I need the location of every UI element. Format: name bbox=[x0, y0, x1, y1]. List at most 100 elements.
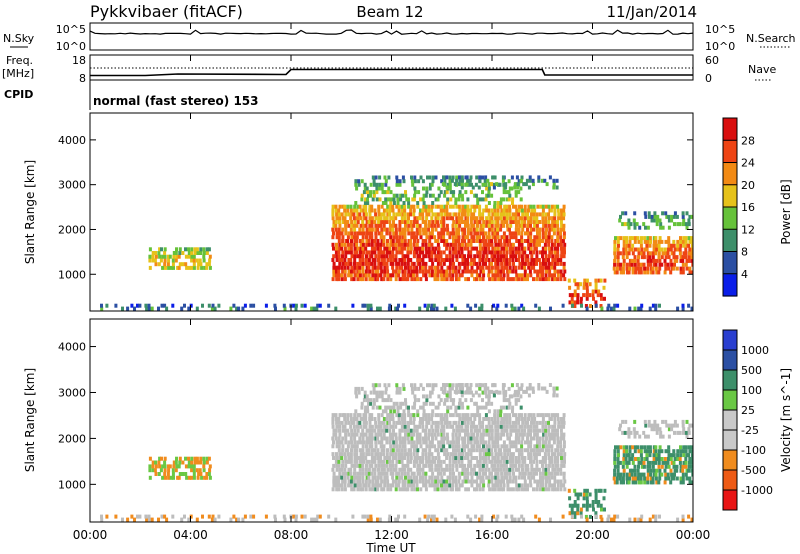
power-cell bbox=[382, 239, 386, 243]
velocity-cell bbox=[631, 445, 635, 450]
power-cell bbox=[556, 242, 560, 247]
velocity-cell bbox=[464, 479, 468, 484]
velocity-cell bbox=[178, 456, 182, 461]
power-cell bbox=[514, 265, 517, 270]
velocity-cell bbox=[638, 434, 642, 439]
velocity-cell bbox=[493, 463, 497, 468]
power-cell bbox=[511, 258, 515, 262]
velocity-cell bbox=[536, 479, 540, 484]
power-cell bbox=[643, 211, 647, 216]
power-cell bbox=[145, 306, 149, 311]
velocity-cell bbox=[526, 467, 530, 472]
power-cell bbox=[187, 247, 190, 252]
power-cell bbox=[461, 231, 465, 236]
power-cell bbox=[475, 246, 478, 251]
power-cell bbox=[490, 261, 493, 266]
freq-tick-18: 18 bbox=[72, 54, 86, 67]
velocity-cell bbox=[385, 456, 389, 460]
velocity-cell bbox=[616, 457, 620, 461]
velocity-cell bbox=[455, 428, 459, 433]
velocity-cell bbox=[395, 413, 399, 418]
power-cell bbox=[599, 304, 603, 308]
power-cell bbox=[520, 216, 524, 221]
power-cell bbox=[436, 204, 440, 209]
power-cell bbox=[428, 250, 431, 255]
velocity-cell bbox=[340, 483, 344, 488]
velocity-cell bbox=[625, 453, 629, 458]
velocity-cell bbox=[657, 457, 661, 461]
velocity-cell bbox=[418, 517, 422, 522]
power-cell bbox=[476, 254, 480, 259]
power-cell bbox=[403, 235, 407, 240]
power-cell bbox=[349, 216, 353, 221]
power-cell bbox=[478, 235, 482, 240]
power-cell bbox=[548, 227, 552, 232]
power-cell bbox=[362, 250, 365, 255]
power-cell bbox=[359, 231, 363, 236]
velocity-cell bbox=[526, 432, 530, 437]
power-cell bbox=[367, 193, 370, 198]
velocity-cell bbox=[531, 389, 535, 394]
velocity-cell bbox=[482, 428, 486, 433]
power-cell bbox=[385, 220, 389, 224]
velocity-cell bbox=[495, 389, 499, 394]
velocity-cell bbox=[442, 444, 446, 449]
velocity-cell bbox=[535, 452, 539, 457]
power-cell bbox=[547, 235, 551, 240]
velocity-cell bbox=[172, 475, 175, 480]
velocity-cell bbox=[655, 453, 659, 458]
velocity-cell bbox=[383, 428, 386, 433]
power-cell bbox=[514, 246, 518, 251]
power-cell bbox=[337, 239, 341, 243]
velocity-cell bbox=[471, 393, 475, 398]
power-cell bbox=[406, 246, 410, 251]
power-cell bbox=[625, 266, 629, 271]
power-cell bbox=[465, 175, 469, 180]
velocity-cell bbox=[487, 409, 491, 414]
velocity-cell bbox=[517, 428, 521, 433]
velocity-cell bbox=[389, 487, 393, 492]
power-cell bbox=[421, 197, 425, 202]
velocity-cell bbox=[436, 487, 440, 492]
power-cell bbox=[478, 212, 482, 217]
power-cell bbox=[409, 242, 413, 247]
velocity-cell bbox=[485, 444, 489, 449]
power-cell bbox=[526, 212, 530, 217]
velocity-cell bbox=[624, 419, 628, 424]
power-cell bbox=[350, 223, 354, 228]
power-cell bbox=[494, 216, 498, 221]
velocity-cell bbox=[654, 517, 658, 522]
power-cell bbox=[482, 220, 486, 224]
velocity-cell bbox=[380, 390, 384, 395]
velocity-cell bbox=[381, 398, 385, 403]
velocity-cell bbox=[652, 457, 656, 461]
power-cell bbox=[537, 175, 541, 180]
velocity-cell bbox=[496, 471, 500, 476]
velocity-cell bbox=[350, 487, 354, 492]
velocity-cell bbox=[453, 517, 457, 522]
power-cell bbox=[391, 208, 395, 213]
power-cell bbox=[403, 242, 407, 247]
velocity-cell bbox=[514, 401, 518, 406]
velocity-cell bbox=[428, 444, 432, 449]
power-cell bbox=[451, 235, 455, 240]
power-cell bbox=[193, 247, 197, 252]
velocity-cell bbox=[430, 475, 434, 480]
nsky-tick-top-right: 10^5 bbox=[705, 23, 735, 36]
velocity-cell bbox=[629, 430, 633, 435]
velocity-cell bbox=[355, 459, 359, 464]
velocity-cell bbox=[423, 514, 427, 519]
velocity-cell bbox=[654, 449, 658, 454]
power-cell bbox=[446, 242, 450, 247]
power-cell bbox=[381, 201, 385, 205]
power-cell bbox=[424, 242, 428, 247]
velocity-cell bbox=[690, 457, 693, 461]
power-cell bbox=[679, 270, 683, 275]
power-cell bbox=[395, 193, 399, 198]
velocity-cell bbox=[338, 432, 342, 437]
velocity-cell bbox=[437, 401, 441, 406]
colorbar-tick-label: 12 bbox=[741, 223, 755, 236]
power-cell bbox=[392, 201, 396, 205]
power-cell bbox=[488, 220, 492, 224]
power-cell bbox=[520, 220, 524, 224]
